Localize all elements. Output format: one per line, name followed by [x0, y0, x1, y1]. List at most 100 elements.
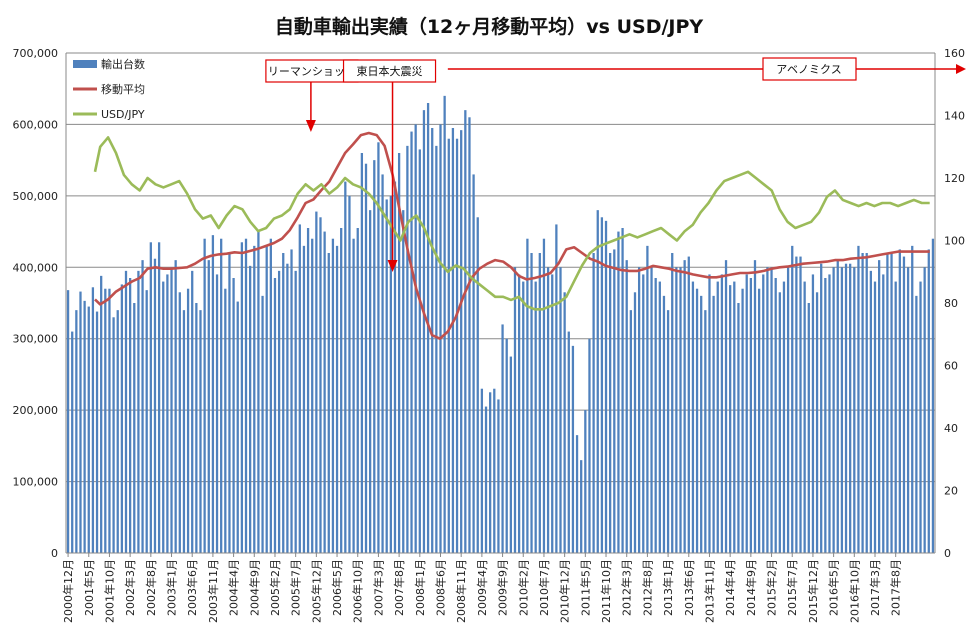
bar [869, 270, 872, 553]
bar [327, 253, 330, 553]
bar [546, 267, 550, 553]
legend-label: USD/JPY [101, 108, 145, 121]
bar [844, 263, 848, 553]
x-tick-label: 2008年11月 [454, 559, 468, 623]
bar [861, 253, 864, 553]
y-tick-label: 200,000 [13, 404, 59, 417]
bar [865, 253, 868, 553]
bar [720, 274, 724, 553]
bar [898, 249, 901, 553]
bar [584, 410, 587, 553]
bar [120, 284, 124, 553]
bar [311, 238, 314, 553]
x-tick-label: 2004年9月 [247, 559, 261, 616]
y2-tick-label: 140 [944, 110, 965, 123]
bar [700, 295, 703, 553]
annotation-label: リーマンショック [268, 65, 356, 78]
annotation-box [762, 57, 857, 81]
bar [447, 138, 450, 553]
usdjpy-line [93, 136, 930, 311]
x-tick-label: 2012年3月 [620, 559, 634, 616]
bar [162, 281, 165, 553]
bar [104, 288, 107, 553]
x-tick-label: 2006年5月 [330, 559, 344, 616]
bar [894, 281, 897, 553]
bar [323, 231, 326, 553]
bar [228, 253, 231, 553]
x-tick-label: 2013年1月 [661, 559, 675, 616]
bar [820, 263, 823, 553]
bar [389, 195, 392, 554]
x-tick-label: 2010年7月 [537, 559, 551, 616]
bar [716, 281, 719, 553]
bar [873, 281, 877, 553]
bar [625, 260, 628, 553]
bar [551, 274, 554, 553]
axes-layer: 0 100,000 200,000 300,000 400,000 500,000 600,… [13, 47, 966, 623]
bar [757, 288, 761, 553]
y-tick-label: 0 [51, 547, 58, 560]
bar [186, 288, 190, 553]
bar [733, 281, 736, 553]
bar [294, 270, 297, 553]
bar [559, 267, 562, 553]
y2-tick-label: 100 [944, 235, 965, 248]
bar [724, 260, 728, 553]
bar [609, 253, 612, 553]
x-tick-label: 2016年5月 [827, 559, 841, 616]
y-tick-label: 700,000 [13, 47, 59, 60]
bar [211, 235, 215, 553]
bar [71, 331, 74, 553]
bar [650, 267, 653, 553]
bar [555, 224, 558, 553]
bar [406, 145, 409, 554]
bar [253, 245, 256, 554]
bar [786, 267, 790, 553]
x-tick-label: 2005年7月 [289, 559, 303, 616]
bar [199, 310, 202, 553]
bar [191, 270, 194, 553]
x-tick-label: 2013年6月 [682, 559, 696, 616]
bar [91, 287, 95, 553]
bar [273, 278, 277, 553]
bar [803, 281, 806, 553]
bar [377, 142, 380, 554]
bar [418, 149, 421, 553]
bar [679, 267, 682, 553]
bar [170, 267, 173, 553]
bar [828, 274, 831, 553]
x-tick-label: 2005年2月 [268, 559, 282, 616]
bar [878, 260, 881, 553]
bar [476, 217, 479, 554]
bar [393, 181, 397, 553]
bar [526, 238, 529, 553]
bar [691, 281, 695, 553]
bar [534, 281, 537, 553]
bar [215, 274, 219, 553]
bar [596, 210, 599, 553]
x-tick-label: 2006年10月 [351, 559, 365, 623]
bar [766, 267, 769, 553]
y2-tick-label: 0 [944, 547, 951, 560]
bar [489, 392, 492, 553]
x-tick-label: 2017年3月 [868, 559, 882, 616]
bar [112, 317, 115, 553]
annotation-arrowhead [387, 260, 398, 272]
bar [666, 310, 670, 553]
chart-title: 自動車輸出実績（12ヶ月移動平均）vs USD/JPY [275, 15, 704, 38]
x-tick-label: 2014年4月 [723, 559, 737, 616]
bar [182, 310, 186, 553]
bar [683, 260, 686, 553]
bar [277, 270, 281, 553]
bar [240, 242, 244, 554]
x-tick-label: 2014年9月 [744, 559, 758, 616]
bar [538, 253, 541, 553]
bar [265, 245, 268, 554]
bar [360, 153, 364, 553]
annotation-label: 東日本大震災 [357, 64, 423, 78]
bar [811, 274, 815, 553]
bar [882, 274, 885, 553]
x-tick-label: 2007年3月 [371, 559, 385, 616]
